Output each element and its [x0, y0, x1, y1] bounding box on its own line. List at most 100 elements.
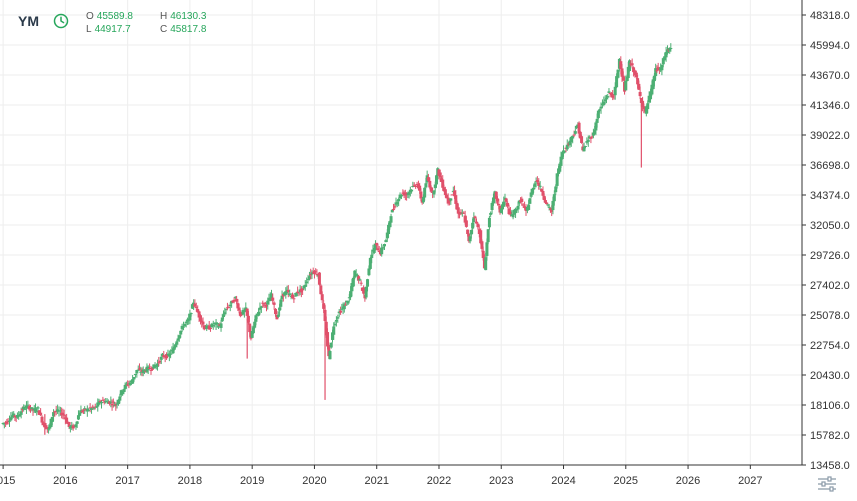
candle-up — [224, 309, 228, 311]
candle-down — [494, 191, 498, 199]
candle-up — [9, 417, 13, 421]
candle-down — [462, 212, 466, 214]
x-tick-label: 2027 — [738, 475, 762, 487]
candle-down — [44, 425, 48, 429]
candle-up — [650, 84, 654, 95]
y-tick-label: 32050.0 — [810, 220, 850, 232]
candle-up — [382, 244, 386, 247]
candle-down — [508, 211, 512, 215]
candle-up — [220, 317, 224, 322]
candle-up — [434, 175, 438, 185]
candle-down — [309, 273, 313, 276]
candle-up — [384, 240, 388, 243]
candle-up — [538, 185, 542, 187]
candle-up — [228, 304, 232, 307]
candle-up — [604, 97, 608, 99]
candle-down — [464, 220, 468, 227]
candle-up — [128, 382, 132, 385]
candle-up — [188, 313, 192, 321]
candle-up — [486, 229, 490, 243]
candle-down — [392, 208, 396, 210]
candle-down — [611, 95, 615, 98]
y-tick-label: 13458.0 — [810, 460, 850, 472]
candle-up — [527, 204, 531, 210]
candle-down — [393, 206, 397, 208]
candle-up — [485, 242, 489, 256]
candle-up — [56, 409, 60, 412]
candle-up — [109, 401, 113, 403]
candle-up — [179, 330, 183, 335]
candle-up — [280, 295, 284, 299]
candle-up — [385, 232, 389, 239]
x-tick-label: 2025 — [614, 475, 638, 487]
candle-up — [528, 198, 532, 204]
candle-up — [340, 308, 344, 310]
x-tick-label: 2016 — [53, 475, 77, 487]
x-tick-label: 2018 — [178, 475, 202, 487]
candle-up — [329, 342, 333, 348]
candle-up — [328, 351, 332, 360]
candle-up — [177, 335, 181, 339]
candle-up — [411, 186, 415, 188]
candle-up — [133, 373, 137, 376]
candle-up — [410, 189, 414, 192]
candle-up — [334, 319, 338, 322]
candle-up — [433, 184, 437, 189]
candle-up — [596, 110, 600, 119]
candle-down — [639, 98, 643, 104]
candle-down — [638, 91, 642, 97]
candle-up — [652, 75, 656, 82]
candle-down — [201, 321, 205, 325]
candle-up — [215, 323, 219, 325]
candle-up — [99, 401, 103, 404]
y-tick-label: 29726.0 — [810, 250, 850, 262]
candle-down — [111, 401, 115, 403]
candle-up — [175, 341, 179, 345]
candle-up — [602, 101, 606, 106]
candle-down — [520, 198, 524, 203]
candle-up — [23, 408, 27, 410]
candle-up — [132, 377, 136, 380]
candle-up — [654, 68, 658, 77]
candle-up — [276, 314, 280, 317]
time-axis[interactable]: 2015 2016 2017 2018 2019 2020 2021 2022 2023 2024… — [0, 465, 763, 487]
clock-icon[interactable] — [53, 13, 69, 29]
candle-down — [620, 68, 624, 77]
candle-up — [516, 205, 520, 210]
candle-down — [580, 136, 584, 143]
y-tick-label: 22754.0 — [810, 340, 850, 352]
candle-up — [76, 415, 80, 420]
candle-up — [22, 406, 26, 410]
candle-up — [12, 413, 16, 417]
candle-down — [642, 106, 646, 109]
candle-up — [558, 163, 562, 172]
candle-up — [33, 408, 37, 412]
candle-down — [589, 137, 593, 139]
candle-down — [275, 314, 279, 320]
candle-up — [565, 144, 569, 150]
candle-up — [217, 326, 221, 328]
candle-down — [81, 409, 85, 411]
candle-down — [193, 303, 197, 307]
settings-sliders-icon[interactable] — [816, 475, 838, 493]
candle-up — [174, 344, 178, 347]
candle-down — [466, 229, 470, 235]
candle-down — [497, 203, 501, 206]
candle-down — [609, 92, 613, 96]
candle-down — [479, 230, 483, 244]
candle-down — [656, 67, 660, 70]
candle-up — [123, 384, 127, 390]
x-tick-label: 2015 — [0, 475, 15, 487]
candle-down — [632, 67, 636, 73]
price-axis[interactable]: 48318.0 45994.0 43670.0 41346.0 39022.0 36698… — [802, 10, 850, 472]
candle-up — [573, 131, 577, 134]
candle-up — [131, 379, 135, 384]
open-value: 45589.8 — [96, 11, 133, 22]
candle-up — [563, 151, 567, 153]
candle-down — [13, 415, 17, 417]
candle-up — [367, 268, 371, 276]
candle-down — [274, 308, 278, 315]
candle-down — [314, 271, 318, 273]
candle-up — [502, 201, 506, 207]
